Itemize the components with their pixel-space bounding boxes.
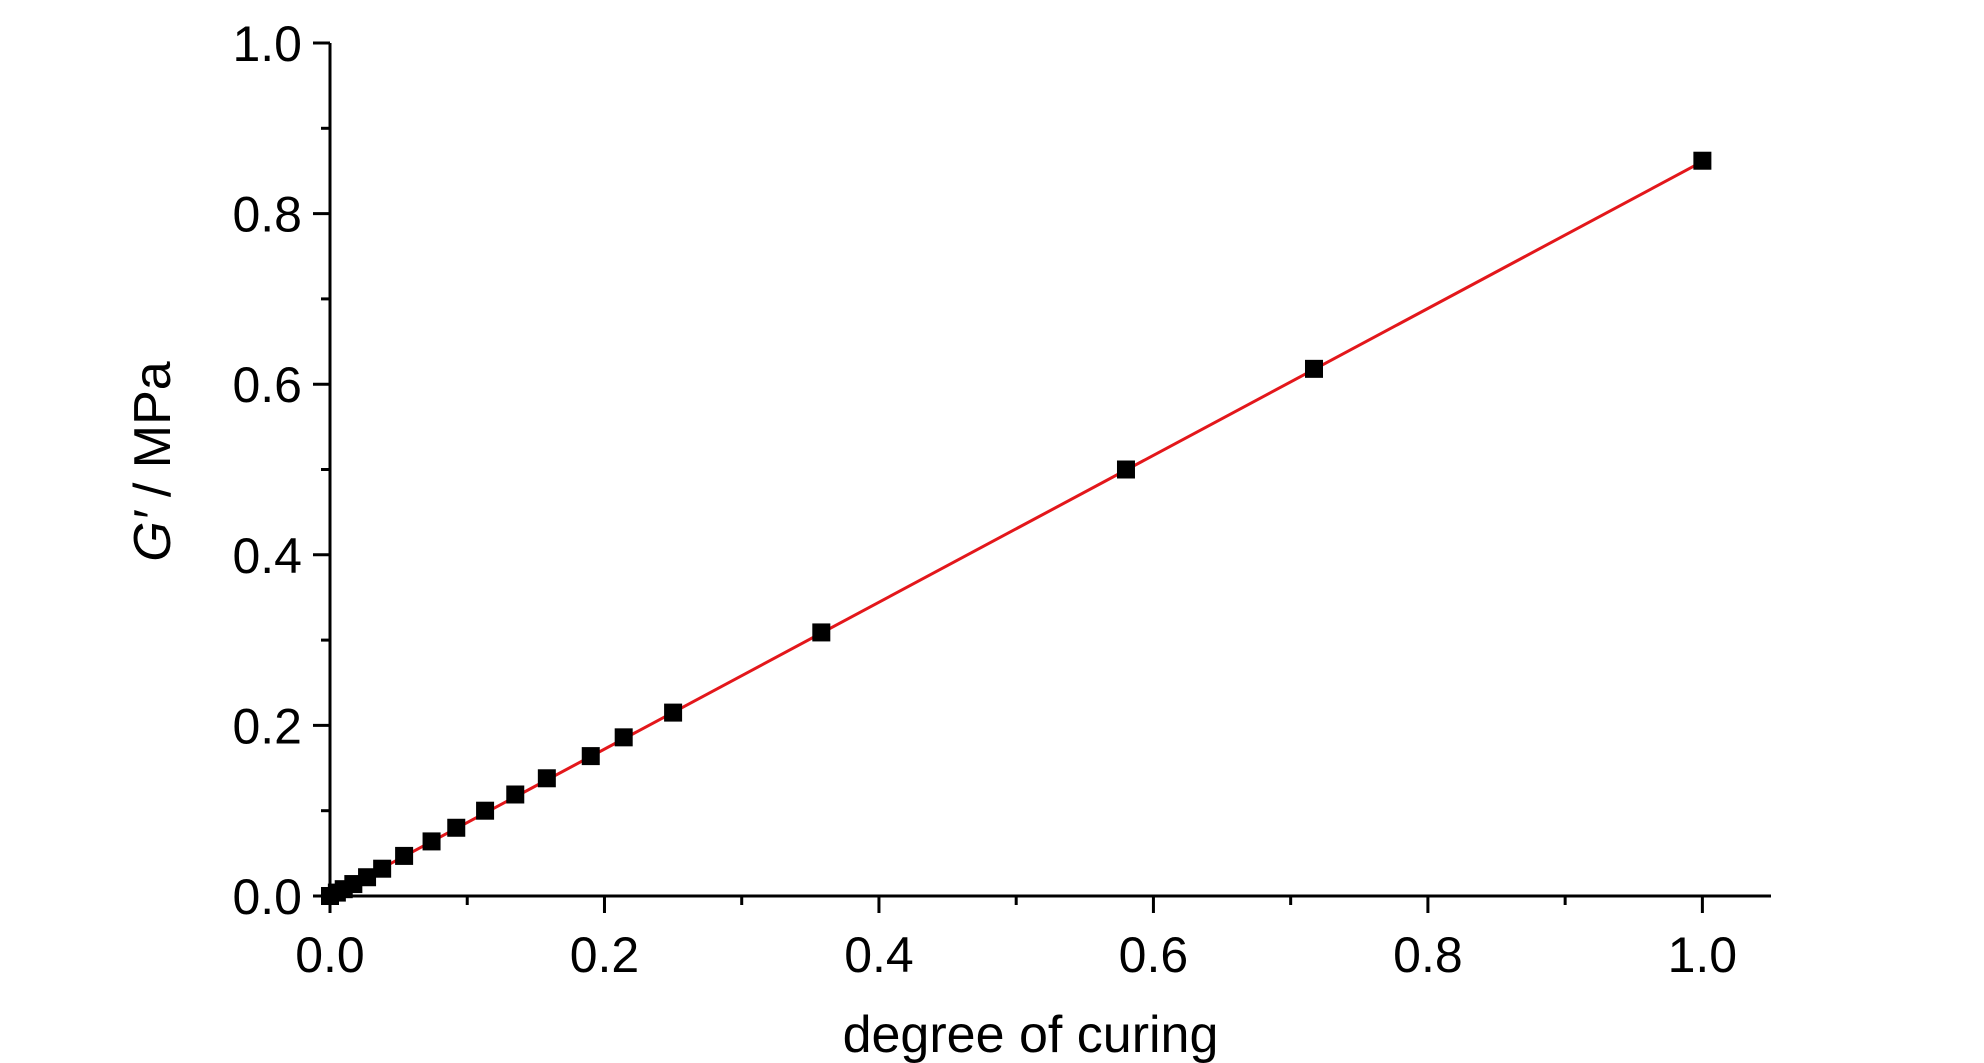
x-axis-title: degree of curing	[843, 1006, 1219, 1063]
data-point	[373, 859, 392, 878]
data-point	[581, 747, 600, 766]
data-point	[614, 728, 633, 747]
data-point	[344, 875, 363, 894]
x-tick-label: 0.6	[1119, 927, 1189, 983]
data-point	[664, 703, 683, 722]
data-point	[476, 801, 495, 820]
fit-line	[329, 160, 1704, 898]
axes	[328, 43, 1771, 898]
data-point	[1116, 460, 1135, 479]
data-point	[506, 785, 525, 804]
y-axis-title-unit: / MPa	[124, 361, 182, 511]
x-tick-label: 0.2	[570, 927, 640, 983]
x-tick-label: 1.0	[1668, 927, 1738, 983]
ticks: 0.0 0.2 0.4 0.6 0.8 1.0 0.0 0.2 0.4 0.6 0.8 1.0	[232, 16, 1737, 983]
data-point	[395, 846, 414, 865]
y-tick-label: 0.0	[232, 869, 302, 925]
y-tick-label: 0.8	[232, 187, 302, 243]
fit-line-group	[329, 160, 1704, 898]
y-tick-label: 0.6	[232, 357, 302, 413]
data-point	[812, 623, 831, 642]
x-tick-label: 0.4	[844, 927, 914, 983]
data-point	[1304, 359, 1323, 378]
data-point	[447, 818, 466, 837]
x-tick-label: 0.8	[1393, 927, 1463, 983]
y-tick-label: 1.0	[232, 16, 302, 72]
y-axis-title: G′ / MPa	[124, 361, 182, 562]
x-tick-label: 0.0	[295, 927, 365, 983]
y-tick-label: 0.4	[232, 528, 302, 584]
y-axis-title-symbol: G′	[124, 509, 182, 561]
data-point	[1693, 151, 1712, 170]
y-tick-label: 0.2	[232, 698, 302, 754]
data-points	[321, 151, 1712, 905]
data-point	[358, 868, 377, 887]
data-point	[537, 769, 556, 788]
data-point	[422, 832, 441, 851]
